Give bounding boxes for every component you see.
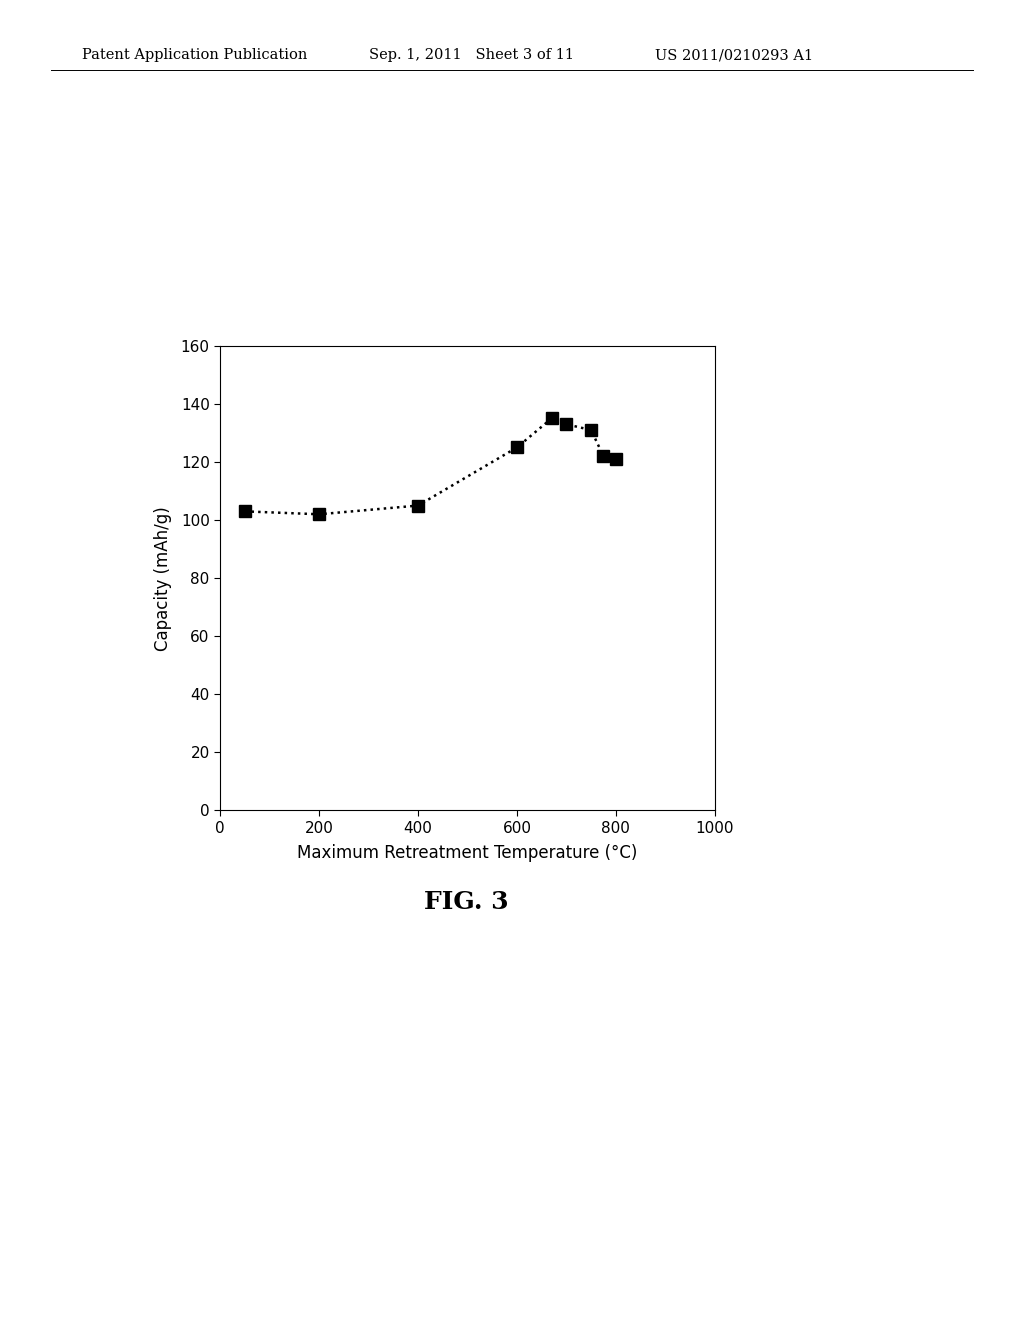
Text: Patent Application Publication: Patent Application Publication — [82, 49, 307, 62]
Text: US 2011/0210293 A1: US 2011/0210293 A1 — [655, 49, 813, 62]
X-axis label: Maximum Retreatment Temperature (°C): Maximum Retreatment Temperature (°C) — [297, 845, 638, 862]
Text: Sep. 1, 2011   Sheet 3 of 11: Sep. 1, 2011 Sheet 3 of 11 — [369, 49, 573, 62]
Text: FIG. 3: FIG. 3 — [424, 890, 508, 913]
Y-axis label: Capacity (mAh/g): Capacity (mAh/g) — [155, 506, 172, 651]
